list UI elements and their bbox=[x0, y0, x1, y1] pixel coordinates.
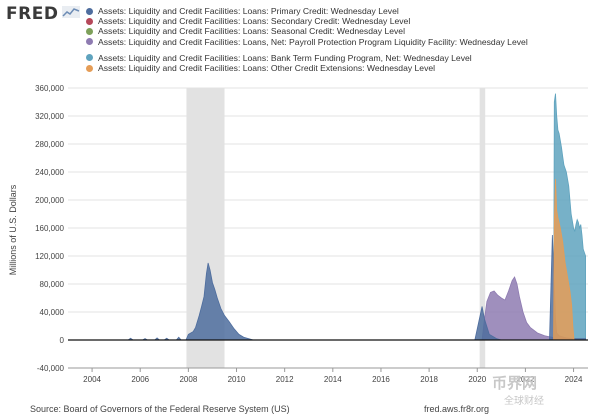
recession-band bbox=[479, 88, 486, 368]
x-tick-label: 2018 bbox=[420, 375, 438, 384]
x-tick-label: 2012 bbox=[276, 375, 294, 384]
legend-swatch bbox=[86, 38, 93, 46]
y-tick-label: 40,000 bbox=[40, 308, 65, 317]
y-tick-label: 240,000 bbox=[35, 168, 64, 177]
y-tick-label: 360,000 bbox=[35, 84, 64, 93]
series-area-6[interactable] bbox=[553, 178, 575, 341]
x-tick-label: 2016 bbox=[372, 375, 390, 384]
x-tick-label: 2010 bbox=[228, 375, 246, 384]
axes: -40,000 0 40,000 80,000 120,000 160,000 200,00… bbox=[35, 84, 588, 384]
y-tick-label: 120,000 bbox=[35, 252, 64, 261]
y-tick-label: 80,000 bbox=[40, 280, 65, 289]
x-tick-label: 2024 bbox=[565, 375, 583, 384]
y-tick-label: 0 bbox=[60, 336, 65, 345]
source-note: Source: Board of Governors of the Federa… bbox=[30, 404, 290, 414]
legend-swatch bbox=[86, 7, 93, 15]
legend-item[interactable]: Assets: Liquidity and Credit Facilities:… bbox=[86, 26, 528, 36]
legend-label: Assets: Liquidity and Credit Facilities:… bbox=[98, 63, 436, 74]
watermark-subtitle: 全球财经 bbox=[504, 396, 544, 407]
series-areas bbox=[68, 93, 586, 341]
legend-item[interactable]: Assets: Liquidity and Credit Facilities:… bbox=[86, 53, 528, 63]
legend-swatch bbox=[86, 28, 93, 35]
x-tick-label: 2014 bbox=[324, 375, 342, 384]
legend-label: Assets: Liquidity and Credit Facilities:… bbox=[98, 26, 405, 37]
legend-item[interactable]: Assets: Liquidity and Credit Facilities:… bbox=[86, 16, 528, 26]
fred-logo: FRED bbox=[6, 4, 59, 24]
x-tick-label: 2006 bbox=[131, 375, 149, 384]
y-tick-label: 320,000 bbox=[35, 112, 64, 121]
legend-item[interactable]: Assets: Liquidity and Credit Facilities:… bbox=[86, 63, 528, 73]
legend-label: Assets: Liquidity and Credit Facilities:… bbox=[98, 52, 472, 63]
y-tick-label: 280,000 bbox=[35, 140, 64, 149]
y-axis-label: Millions of U.S. Dollars bbox=[8, 184, 18, 275]
site-link[interactable]: fred.aws.fr8r.org bbox=[424, 404, 490, 414]
y-tick-label: -40,000 bbox=[37, 364, 65, 373]
chart-line-icon bbox=[62, 6, 80, 18]
legend-swatch bbox=[86, 64, 93, 72]
watermark-logo: 币界网 bbox=[492, 374, 538, 392]
y-tick-label: 160,000 bbox=[35, 224, 64, 233]
legend-label: Assets: Liquidity and Credit Facilities:… bbox=[98, 16, 411, 27]
legend-label: Assets: Liquidity and Credit Facilities:… bbox=[98, 36, 528, 47]
legend-swatch bbox=[86, 54, 93, 62]
x-tick-label: 2020 bbox=[468, 375, 486, 384]
legend-swatch bbox=[86, 17, 93, 25]
x-tick-label: 2022 bbox=[517, 375, 535, 384]
y-tick-label: 200,000 bbox=[35, 196, 64, 205]
legend-item[interactable]: Assets: Liquidity and Credit Facilities:… bbox=[86, 37, 528, 47]
x-tick-label: 2008 bbox=[179, 375, 197, 384]
chart-legend: Assets: Liquidity and Credit Facilities:… bbox=[86, 6, 528, 73]
legend-item[interactable]: Assets: Liquidity and Credit Facilities:… bbox=[86, 6, 528, 16]
legend-label: Assets: Liquidity and Credit Facilities:… bbox=[98, 6, 399, 16]
x-tick-label: 2004 bbox=[83, 375, 101, 384]
